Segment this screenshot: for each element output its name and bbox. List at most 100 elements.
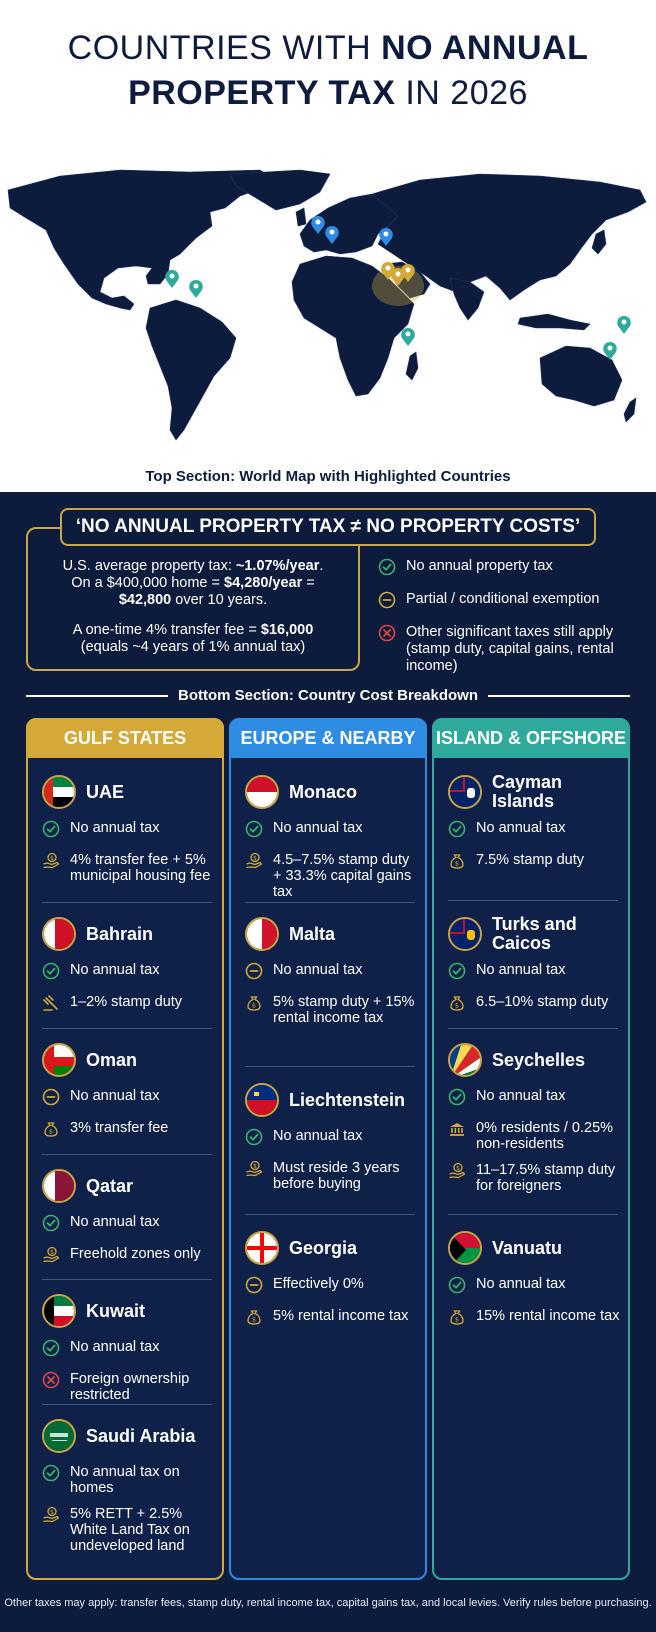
money-bag-icon: $ [42, 1120, 60, 1142]
separator [42, 1279, 212, 1280]
svg-text:$: $ [50, 1509, 54, 1516]
country-detail-text: No annual tax [273, 1128, 363, 1144]
svg-text:$: $ [50, 1249, 54, 1256]
country-name: Cayman Islands [492, 772, 563, 811]
country-detail: No annual tax [42, 1339, 214, 1361]
legend-item: Partial / conditional exemption [378, 591, 648, 614]
money-hand-icon: $ [42, 1246, 60, 1268]
x-icon [42, 1371, 60, 1393]
country-name: Georgia [289, 1237, 358, 1258]
country-card: Bahrain No annual tax 1–2% stamp duty [42, 916, 214, 1016]
section-divider: Bottom Section: Country Cost Breakdown [26, 686, 630, 706]
flag-icon [245, 775, 279, 809]
country-card: Kuwait No annual tax Foreign ownership res… [42, 1293, 214, 1403]
country-detail-text: 1–2% stamp duty [70, 994, 183, 1010]
australia-shape [539, 345, 623, 407]
svg-text:$: $ [253, 855, 257, 862]
country-name: Kuwait [86, 1300, 146, 1321]
teal-marker-icon [617, 316, 631, 334]
country-card: Qatar No annual tax $ Freehold zones only [42, 1168, 214, 1268]
flag-icon [245, 1083, 279, 1117]
flag-icon [42, 1043, 76, 1077]
page-title: COUNTRIES WITH NO ANNUAL PROPERTY TAX IN… [67, 29, 589, 112]
country-detail: Effectively 0% [245, 1276, 417, 1298]
country-detail-text: No annual tax [70, 1088, 160, 1104]
country-detail-text: No annual tax [70, 820, 160, 836]
world-map [7, 169, 647, 441]
country-detail-text: No annual tax [476, 820, 566, 836]
south-america-shape [145, 299, 237, 441]
country-detail-text: 4.5–7.5% stamp duty + 33.3% capital gain… [273, 852, 412, 900]
svg-text:$: $ [252, 1002, 256, 1010]
country-detail: $4% transfer fee + 5% municipal housing … [42, 852, 214, 884]
country-detail-text: No annual tax [476, 1276, 566, 1292]
money-bag-icon: $ [448, 852, 466, 874]
country-detail: $5% rental income tax [245, 1308, 417, 1330]
indonesia-shape [517, 313, 591, 331]
separator [42, 1028, 212, 1029]
country-detail-text: 15% rental income tax [476, 1308, 620, 1324]
check-icon [245, 820, 263, 842]
country-card: Cayman Islands No annual tax $7.5% stamp d… [448, 772, 620, 874]
map-markers [165, 216, 631, 360]
country-name: Liechtenstein [289, 1089, 406, 1110]
separator [245, 1066, 415, 1067]
flag-icon [42, 775, 76, 809]
country-detail-text: No annual tax [273, 820, 363, 836]
madagascar-shape [405, 351, 419, 381]
new-zealand-shape [623, 397, 637, 423]
country-detail-text: 3% transfer fee [70, 1120, 169, 1136]
check-icon [448, 1276, 466, 1298]
country-detail: $15% rental income tax [448, 1308, 620, 1330]
country-detail: $11–17.5% stamp duty for foreigners [448, 1162, 620, 1194]
money-bag-icon: $ [245, 994, 263, 1016]
flag-icon [42, 1169, 76, 1203]
country-name: Qatar [86, 1175, 134, 1196]
blue-marker-icon [325, 226, 339, 244]
check-icon [42, 820, 60, 842]
country-detail-text: No annual tax [70, 1339, 160, 1355]
map-caption: Top Section: World Map with Highlighted … [145, 468, 511, 485]
country-detail: No annual tax [245, 962, 417, 984]
country-card: Monaco No annual tax $4.5–7.5% stamp duty … [245, 774, 417, 900]
country-detail: $5% stamp duty + 15% rental income tax [245, 994, 417, 1026]
flag-icon [42, 1419, 76, 1453]
country-card: Seychelles No annual tax 0% residents / 0.… [448, 1042, 620, 1194]
country-name: Oman [86, 1049, 138, 1070]
separator [448, 1214, 618, 1215]
country-detail: No annual tax [42, 1088, 214, 1110]
money-hand-icon: $ [245, 852, 263, 874]
column-island: ISLAND & OFFSHORE Cayman Islands No annua… [432, 718, 630, 1580]
svg-text:$: $ [49, 1128, 53, 1136]
legend-item-label: Other significant taxes still apply (sta… [406, 624, 614, 674]
country-detail: $3% transfer fee [42, 1120, 214, 1142]
country-detail: No annual tax [448, 820, 620, 842]
country-card: Oman No annual tax $3% transfer fee [42, 1042, 214, 1142]
column-europe: EUROPE & NEARBY Monaco No annual tax $4.5–… [229, 718, 427, 1580]
separator [42, 902, 212, 903]
footer-note: Other taxes may apply: transfer fees, st… [4, 1597, 652, 1609]
country-name: Saudi Arabia [86, 1425, 196, 1446]
bank-icon [448, 1120, 466, 1142]
check-icon [42, 962, 60, 984]
country-detail-text: 11–17.5% stamp duty for foreigners [476, 1162, 616, 1194]
legend-item-label: No annual property tax [406, 558, 553, 574]
north-america-shape [7, 169, 281, 311]
country-detail: 0% residents / 0.25% non-residents [448, 1120, 620, 1152]
country-detail-text: 5% rental income tax [273, 1308, 409, 1324]
check-icon [448, 1088, 466, 1110]
x-icon [378, 624, 398, 647]
teal-marker-icon [401, 328, 415, 346]
minus-icon [42, 1088, 60, 1110]
country-detail-text: Effectively 0% [273, 1276, 364, 1292]
svg-text:$: $ [252, 1316, 256, 1324]
country-detail: Foreign ownership restricted [42, 1371, 214, 1403]
country-detail-text: 4% transfer fee + 5% municipal housing f… [70, 852, 211, 884]
separator [42, 1404, 212, 1405]
check-icon [245, 1128, 263, 1150]
check-icon [378, 558, 398, 581]
country-detail: No annual tax [245, 820, 417, 842]
callout-paragraph-2: A one-time 4% transfer fee = $16,000 (eq… [72, 622, 314, 655]
separator [448, 900, 618, 901]
separator [42, 1154, 212, 1155]
